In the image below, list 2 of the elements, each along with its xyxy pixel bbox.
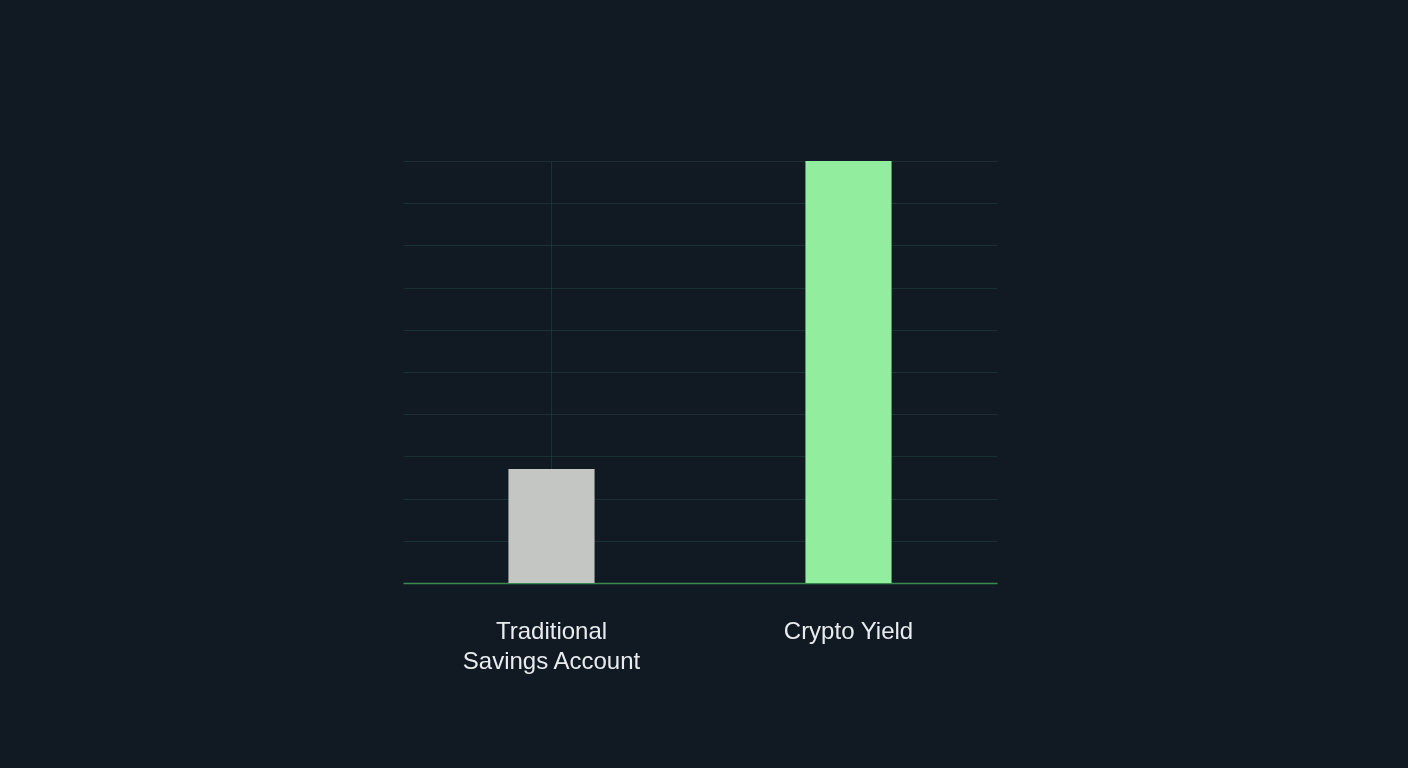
x-tick-label: Traditional Savings Account (462, 616, 641, 674)
x-tick-label: Crypto Yield (783, 616, 914, 644)
